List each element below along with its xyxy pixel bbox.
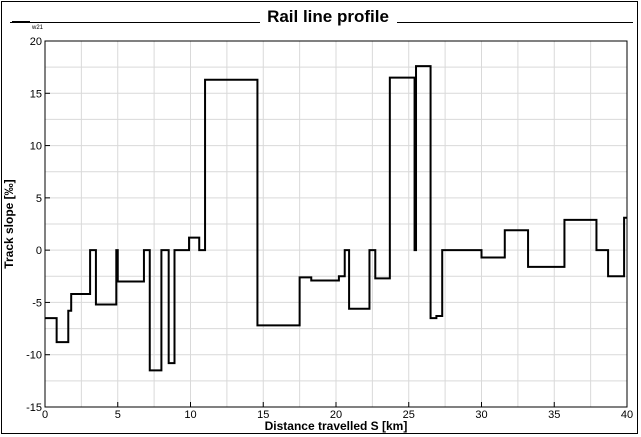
x-tick-label: 25	[403, 409, 415, 421]
x-tick-label: 35	[548, 409, 560, 421]
x-tick-label: 5	[115, 409, 121, 421]
grid-lines	[44, 40, 628, 408]
series-line-w21	[45, 65, 627, 372]
x-tick-label: 40	[621, 409, 633, 421]
y-tick-label: 0	[36, 245, 42, 257]
y-axis-label: Track slope [‰]	[2, 179, 16, 268]
y-tick-label: -15	[26, 402, 42, 414]
y-tick-label: 10	[30, 141, 42, 153]
y-tick-label: -5	[32, 297, 42, 309]
x-tick-label: 0	[42, 409, 48, 421]
title-bar: w21 Rail line profile	[2, 2, 637, 36]
legend-label: w21	[32, 25, 44, 31]
x-tick-label: 30	[475, 409, 487, 421]
axis-ticks: 0 5 10 15 20 25 30 35 40 -15 -10 -5 0 5 10 15 20	[26, 36, 633, 421]
y-tick-label: 20	[30, 36, 42, 48]
x-axis-label: Distance travelled S [km]	[265, 419, 408, 433]
x-tick-label: 10	[184, 409, 196, 421]
y-tick-label: 15	[30, 88, 42, 100]
chart-title: Rail line profile	[267, 7, 389, 26]
title-rule-right	[397, 22, 633, 23]
y-tick-label: 5	[36, 193, 42, 205]
x-tick-label: 15	[257, 409, 269, 421]
x-tick-label: 20	[330, 409, 342, 421]
y-tick-label: -10	[26, 350, 42, 362]
title-rule-left	[10, 22, 260, 23]
